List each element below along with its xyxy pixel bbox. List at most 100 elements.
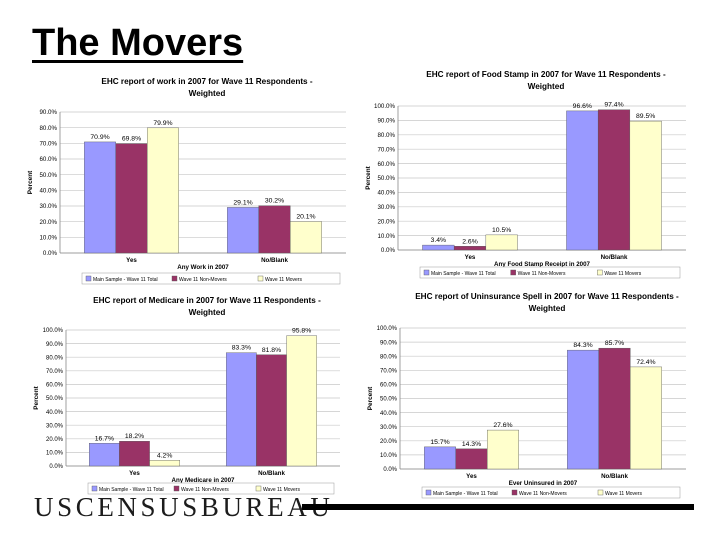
bar xyxy=(566,110,599,251)
data-label: 4.2% xyxy=(157,452,173,459)
y-tick-label: 0.0% xyxy=(381,247,396,254)
x-tick-label: No/Blank xyxy=(601,473,628,480)
legend-swatch xyxy=(423,269,430,276)
data-label: 20.1% xyxy=(296,214,315,221)
chart-title: EHC report of Medicare in 2007 for Wave … xyxy=(93,296,321,305)
legend-label: Main Sample - Wave 11 Total xyxy=(431,271,496,277)
legend-label: Wave 11 Non-Movers xyxy=(518,271,566,277)
y-tick-label: 40.0% xyxy=(377,190,395,197)
bar xyxy=(227,207,259,254)
data-label: 72.4% xyxy=(636,359,655,366)
bar xyxy=(630,366,662,470)
chart-title: Weighted xyxy=(189,89,226,98)
legend-label: Wave 11 Movers xyxy=(604,271,641,277)
y-tick-label: 80.0% xyxy=(377,132,395,139)
y-tick-label: 90.0% xyxy=(377,118,395,125)
legend-swatch xyxy=(91,485,98,492)
y-tick-label: 90.0% xyxy=(39,109,57,116)
legend-swatch xyxy=(85,275,92,282)
legend-swatch xyxy=(425,489,432,496)
data-label: 85.7% xyxy=(605,340,624,347)
bar xyxy=(89,443,120,467)
work-chart: EHC report of work in 2007 for Wave 11 R… xyxy=(27,72,350,290)
chart-title: EHC report of Uninsurance Spell in 2007 … xyxy=(415,292,679,301)
chart-title: EHC report of work in 2007 for Wave 11 R… xyxy=(101,77,313,86)
y-tick-label: 20.0% xyxy=(380,439,398,445)
data-label: 84.3% xyxy=(573,342,592,349)
data-label: 30.2% xyxy=(265,198,284,205)
y-tick-label: 10.0% xyxy=(380,453,398,459)
bar xyxy=(455,448,488,470)
y-tick-label: 80.0% xyxy=(46,355,64,361)
legend-label: Main Sample - Wave 11 Total xyxy=(99,487,164,493)
y-tick-label: 40.0% xyxy=(380,411,398,417)
bar xyxy=(453,246,487,251)
bar xyxy=(226,352,257,467)
legend-swatch xyxy=(597,269,603,276)
y-tick-label: 10.0% xyxy=(46,451,64,457)
y-tick-label: 10.0% xyxy=(377,233,395,240)
y-tick-label: 30.0% xyxy=(377,204,395,211)
data-label: 3.4% xyxy=(431,237,447,244)
legend-label: Wave 11 Movers xyxy=(263,487,300,493)
bar xyxy=(115,143,148,254)
y-tick-label: 60.0% xyxy=(46,383,64,389)
legend-label: Wave 11 Non-Movers xyxy=(179,277,227,283)
legend-label: Wave 11 Movers xyxy=(265,277,302,283)
uninsurance-chart: EHC report of Uninsurance Spell in 2007 … xyxy=(356,288,690,500)
y-axis-label: Percent xyxy=(367,386,374,410)
bar xyxy=(258,205,291,254)
medicare-chart-svg: EHC report of Medicare in 2007 for Wave … xyxy=(33,296,340,495)
legend-label: Wave 11 Non-Movers xyxy=(519,491,567,497)
y-tick-label: 80.0% xyxy=(380,354,398,360)
bar xyxy=(485,234,518,251)
y-tick-label: 100.0% xyxy=(374,103,395,110)
y-tick-label: 70.0% xyxy=(377,146,395,153)
legend-box xyxy=(421,486,681,499)
bar xyxy=(487,429,519,470)
census-bureau-logo: USCENSUSBUREAU xyxy=(34,492,334,522)
bar xyxy=(422,244,455,251)
bar xyxy=(597,109,631,251)
legend-swatch xyxy=(171,275,178,282)
bar xyxy=(147,127,179,254)
legend-box xyxy=(419,266,681,279)
x-tick-label: No/Blank xyxy=(601,254,628,261)
data-label: 89.5% xyxy=(636,113,655,120)
medicare-chart: EHC report of Medicare in 2007 for Wave … xyxy=(22,292,344,498)
y-tick-label: 30.0% xyxy=(380,425,398,431)
y-tick-label: 20.0% xyxy=(377,218,395,225)
data-label: 16.7% xyxy=(95,435,114,442)
y-axis-label: Percent xyxy=(33,385,40,409)
y-tick-label: 50.0% xyxy=(380,397,398,403)
y-tick-label: 40.0% xyxy=(39,188,57,195)
y-tick-label: 50.0% xyxy=(377,175,395,182)
y-tick-label: 0.0% xyxy=(43,250,58,257)
x-tick-label: Yes xyxy=(466,473,477,480)
slide-title: The Movers xyxy=(32,22,244,64)
y-tick-label: 80.0% xyxy=(39,125,57,132)
y-tick-label: 90.0% xyxy=(46,342,64,348)
bar xyxy=(256,354,287,467)
bar xyxy=(84,141,116,254)
data-label: 27.6% xyxy=(493,422,512,429)
legend-label: Wave 11 Movers xyxy=(605,491,642,497)
bar xyxy=(286,335,317,467)
x-tick-label: Yes xyxy=(126,257,137,264)
y-tick-label: 0.0% xyxy=(383,467,397,473)
x-tick-label: No/Blank xyxy=(258,470,285,477)
y-tick-label: 20.0% xyxy=(39,219,57,226)
x-axis-label: Any Food Stamp Receipt in 2007 xyxy=(494,261,590,268)
chart-title: Weighted xyxy=(529,304,566,313)
data-label: 18.2% xyxy=(125,433,144,440)
data-label: 70.9% xyxy=(90,134,109,141)
legend-swatch xyxy=(255,485,262,492)
data-label: 14.3% xyxy=(462,441,481,448)
legend-label: Main Sample - Wave 11 Total xyxy=(93,277,158,283)
y-tick-label: 50.0% xyxy=(39,172,57,179)
y-tick-label: 100.0% xyxy=(377,326,398,332)
chart-title: Weighted xyxy=(528,82,565,91)
y-tick-label: 60.0% xyxy=(377,161,395,168)
x-tick-label: Yes xyxy=(465,254,476,261)
data-label: 69.8% xyxy=(122,136,141,143)
